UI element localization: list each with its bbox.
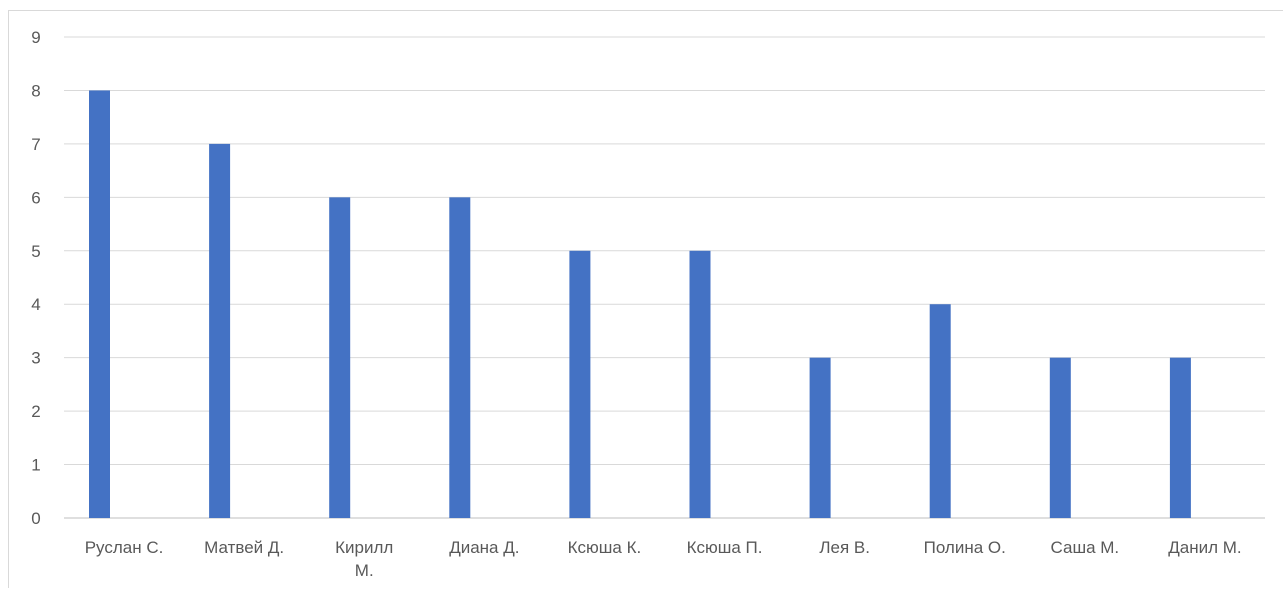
gridlines <box>64 36 1265 519</box>
bar-4 <box>569 250 591 518</box>
bar-5 <box>689 250 711 518</box>
bar-0 <box>89 90 110 518</box>
x-category-label: М. <box>355 561 374 580</box>
bars <box>89 90 1191 519</box>
bar-6 <box>809 357 831 518</box>
y-tick-label: 9 <box>31 28 40 47</box>
x-category-label: Саша М. <box>1051 538 1120 557</box>
bar-3 <box>449 197 471 519</box>
x-category-label: Кирилл <box>335 538 393 557</box>
x-category-label: Данил М. <box>1168 538 1241 557</box>
y-tick-label: 6 <box>31 188 40 207</box>
y-tick-label: 7 <box>31 135 40 154</box>
x-category-label: Руслан С. <box>85 538 164 557</box>
bar-1 <box>209 143 231 518</box>
chart-frame <box>8 10 1283 588</box>
y-tick-label: 2 <box>31 402 40 421</box>
x-axis-labels: Руслан С. Матвей Д. Кирилл М. Диана Д. Ксюша … <box>85 538 1242 580</box>
x-category-label: Лея В. <box>819 538 870 557</box>
x-category-label: Полина О. <box>924 538 1006 557</box>
y-tick-label: 8 <box>31 81 40 100</box>
bar-9 <box>1169 357 1191 518</box>
y-tick-label: 3 <box>31 349 40 368</box>
x-category-label: Ксюша П. <box>687 538 763 557</box>
x-category-label: Диана Д. <box>449 538 519 557</box>
y-axis-ticks: 0 1 2 3 4 5 6 7 8 9 <box>31 28 40 528</box>
x-category-label: Ксюша К. <box>568 538 642 557</box>
y-tick-label: 1 <box>31 456 40 475</box>
bar-7 <box>929 304 951 518</box>
x-category-label: Матвей Д. <box>204 538 284 557</box>
bar-8 <box>1049 357 1071 518</box>
bar-2 <box>329 197 351 519</box>
y-tick-label: 5 <box>31 242 40 261</box>
y-tick-label: 0 <box>31 509 40 528</box>
y-tick-label: 4 <box>31 295 40 314</box>
